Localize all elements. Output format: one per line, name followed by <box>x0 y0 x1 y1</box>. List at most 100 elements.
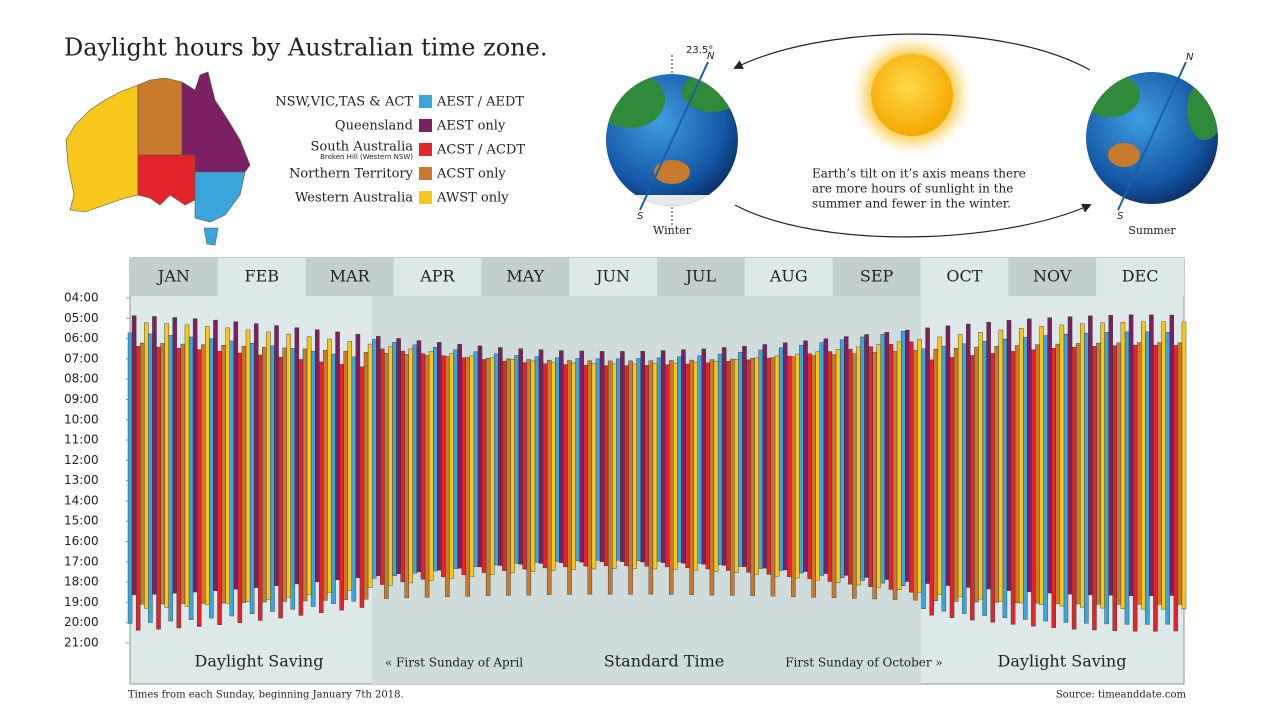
daylight-bar <box>371 339 377 579</box>
daylight-bar <box>217 350 222 625</box>
daylight-bar <box>351 356 357 602</box>
band-label: « First Sunday of April <box>385 656 523 670</box>
map-tas <box>203 227 219 246</box>
daylight-bar <box>1092 346 1097 631</box>
daylight-bar <box>559 350 564 563</box>
daylight-bar <box>677 356 682 563</box>
daylight-bar <box>587 360 593 595</box>
daylight-bar <box>152 316 157 595</box>
y-tick-label: 06:00 <box>64 331 99 345</box>
daylight-bar <box>184 324 190 607</box>
summer-label: Summer <box>1128 224 1176 237</box>
daylight-bar <box>888 344 894 590</box>
daylight-bar <box>538 349 544 564</box>
south-label: S <box>1117 211 1124 222</box>
daylight-bar <box>567 360 572 595</box>
daylight-bar <box>209 338 214 619</box>
daylight-bar <box>465 357 471 597</box>
daylight-bar <box>526 359 532 596</box>
daylight-bar <box>323 349 328 601</box>
winter-label: Winter <box>653 224 692 237</box>
daylight-bar <box>1128 314 1134 596</box>
daylight-bar <box>921 348 926 609</box>
daylight-bar <box>343 350 348 600</box>
daylight-bar <box>892 351 898 600</box>
daylight-bar <box>978 332 983 600</box>
legend-region: South Australia <box>310 140 413 155</box>
y-tick-label: 07:00 <box>64 351 99 365</box>
daylight-bar <box>1177 342 1183 605</box>
y-tick-label: 16:00 <box>64 534 99 548</box>
month-header <box>1096 258 1184 296</box>
daylight-bar <box>363 352 369 600</box>
daylight-bar <box>551 361 556 571</box>
daylight-bar <box>937 336 943 595</box>
daylight-bar <box>1096 342 1101 605</box>
daylight-bar <box>388 346 393 586</box>
daylight-bar <box>681 349 686 564</box>
daylight-bar <box>546 359 552 595</box>
daylight-bar <box>949 357 955 618</box>
daylight-bar <box>1136 342 1142 605</box>
daylight-bar <box>1173 345 1179 632</box>
map-nt <box>137 77 183 156</box>
daylight-bar <box>510 359 515 574</box>
daylight-bar <box>998 329 1004 602</box>
daylight-bar <box>754 357 759 575</box>
daylight-bar <box>693 361 698 571</box>
y-tick-label: 09:00 <box>64 392 99 406</box>
daylight-bar <box>1039 326 1044 605</box>
legend-region: NSW,VIC,TAS & ACT <box>275 95 413 110</box>
sun <box>871 54 953 136</box>
daylight-bar <box>1051 348 1056 628</box>
legend-region: Northern Territory <box>289 167 414 182</box>
daylight-bar <box>616 358 621 561</box>
daylight-bar <box>1075 343 1081 605</box>
daylight-bar <box>612 363 617 569</box>
daylight-bar <box>327 338 332 593</box>
daylight-bar <box>758 349 764 569</box>
daylight-bar <box>331 353 336 605</box>
daylight-bar <box>542 363 548 569</box>
daylight-bar <box>742 345 747 567</box>
month-header <box>393 258 482 296</box>
daylight-bar <box>1088 315 1093 596</box>
daylight-bar <box>506 358 511 596</box>
daylight-bar <box>302 348 308 602</box>
daylight-bar <box>1071 347 1077 630</box>
seasons-diagram: 23.5° N S N S Winter Summer Earth’s tilt… <box>606 33 1218 238</box>
legend: NSW,VIC,TAS & ACT AEST / AEDT Queensland AE… <box>275 95 525 206</box>
daylight-bar <box>709 359 715 596</box>
daylight-bar <box>131 315 137 596</box>
month-label: JAN <box>156 267 190 286</box>
daylight-bar <box>1059 324 1065 607</box>
daylight-bar <box>884 332 890 580</box>
y-tick-label: 05:00 <box>64 311 99 325</box>
daylight-bar <box>481 359 487 573</box>
daylight-bar <box>620 351 625 563</box>
daylight-bar <box>656 357 662 562</box>
daylight-bar <box>461 357 466 575</box>
daylight-bar <box>1067 316 1073 595</box>
y-tick-label: 14:00 <box>64 493 99 507</box>
daylight-bar <box>660 350 666 563</box>
south-label: S <box>637 211 644 222</box>
daylight-bar <box>579 350 584 563</box>
daylight-bar <box>278 357 283 619</box>
daylight-bar <box>571 362 576 570</box>
daylight-bar <box>872 352 877 600</box>
daylight-bar <box>815 351 820 581</box>
daylight-bar <box>563 364 568 568</box>
daylight-bar <box>241 345 247 603</box>
daylight-bar <box>424 355 430 598</box>
daylight-bar <box>957 334 963 598</box>
daylight-bar <box>994 346 1000 603</box>
y-tick-label: 21:00 <box>64 636 99 650</box>
month-header <box>130 258 218 296</box>
daylight-bar <box>213 319 218 592</box>
caption-line: summer and fewer in the winter. <box>812 197 1011 211</box>
daylight-bar <box>1002 338 1008 618</box>
daylight-bar <box>774 355 780 577</box>
daylight-bar <box>148 333 153 623</box>
